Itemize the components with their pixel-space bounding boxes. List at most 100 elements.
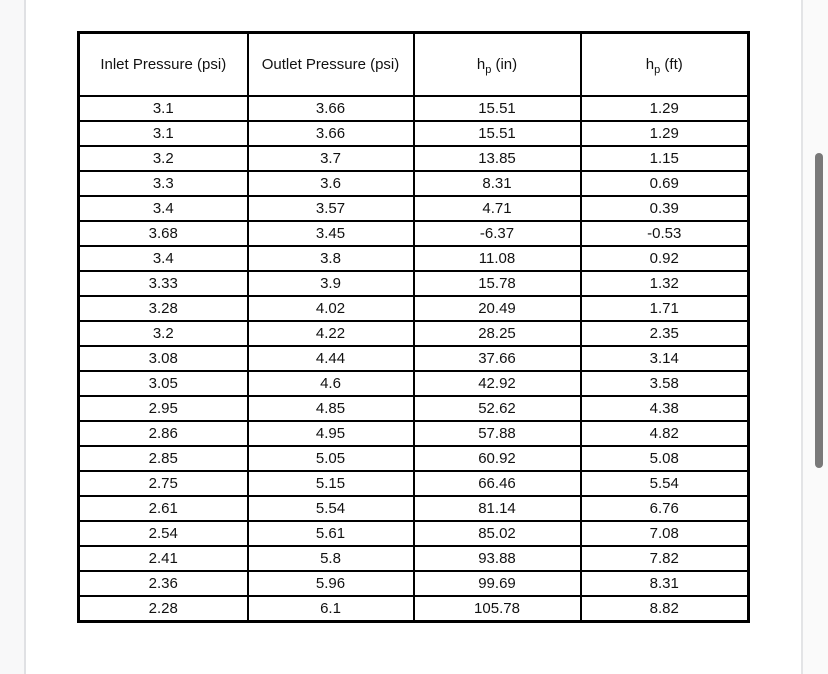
right-scrollbar-track — [801, 0, 828, 674]
table-cell: 4.95 — [246, 420, 415, 447]
table-cell: 4.85 — [246, 395, 415, 422]
table-cell: 5.15 — [246, 470, 415, 497]
table-cell: 15.51 — [412, 95, 582, 122]
table-row: 3.2 3.7 13.85 1.15 — [77, 145, 750, 172]
table-cell: 28.25 — [412, 320, 582, 347]
table-cell: 1.15 — [579, 145, 750, 172]
hp-unit: (ft) — [660, 56, 683, 73]
table-cell: 2.85 — [77, 445, 249, 472]
header-row: Inlet Pressure (psi) Outlet Pressure (ps… — [77, 31, 750, 97]
table-cell: 3.45 — [246, 220, 415, 247]
table-cell: 7.82 — [579, 545, 750, 572]
table-cell: 3.1 — [77, 120, 249, 147]
table-cell: 2.75 — [77, 470, 249, 497]
table-cell: 3.1 — [77, 95, 249, 122]
table-row: 2.86 4.95 57.88 4.82 — [77, 420, 750, 447]
table-row: 2.54 5.61 85.02 7.08 — [77, 520, 750, 547]
table-cell: 5.05 — [246, 445, 415, 472]
table-cell: 3.7 — [246, 145, 415, 172]
table-cell: 2.35 — [579, 320, 750, 347]
table-body: 3.1 3.66 15.51 1.29 3.1 3.66 15.51 1.29 3.2 3.7 13… — [77, 95, 750, 623]
table-row: 3.28 4.02 20.49 1.71 — [77, 295, 750, 322]
table-cell: 5.08 — [579, 445, 750, 472]
table-cell: 2.28 — [77, 595, 249, 623]
table-cell: 3.57 — [246, 195, 415, 222]
table-cell: 60.92 — [412, 445, 582, 472]
table-cell: 2.86 — [77, 420, 249, 447]
table-cell: 5.8 — [246, 545, 415, 572]
table-cell: 3.6 — [246, 170, 415, 197]
table-row: 2.61 5.54 81.14 6.76 — [77, 495, 750, 522]
table-cell: 2.95 — [77, 395, 249, 422]
table-cell: 52.62 — [412, 395, 582, 422]
table-cell: 37.66 — [412, 345, 582, 372]
table-row: 3.33 3.9 15.78 1.32 — [77, 270, 750, 297]
table-cell: 8.31 — [579, 570, 750, 597]
table-cell: 3.9 — [246, 270, 415, 297]
table-cell: 99.69 — [412, 570, 582, 597]
hp-unit: (in) — [491, 56, 518, 73]
table-cell: 4.44 — [246, 345, 415, 372]
table-cell: 2.36 — [77, 570, 249, 597]
table-cell: 2.61 — [77, 495, 249, 522]
table-cell: 4.6 — [246, 370, 415, 397]
table-cell: 2.41 — [77, 545, 249, 572]
table-row: 3.4 3.8 11.08 0.92 — [77, 245, 750, 272]
table-cell: 3.68 — [77, 220, 249, 247]
table-cell: 1.29 — [579, 120, 750, 147]
table-cell: 42.92 — [412, 370, 582, 397]
table-cell: 3.14 — [579, 345, 750, 372]
table-cell: 1.32 — [579, 270, 750, 297]
table-cell: 3.66 — [246, 95, 415, 122]
col-header-inlet-pressure: Inlet Pressure (psi) — [77, 31, 249, 97]
table-cell: 5.96 — [246, 570, 415, 597]
table-cell: 3.58 — [579, 370, 750, 397]
col-header-outlet-pressure: Outlet Pressure (psi) — [246, 31, 415, 97]
table-row: 3.05 4.6 42.92 3.58 — [77, 370, 750, 397]
col-header-hp-ft: hp (ft) — [579, 31, 750, 97]
table-row: 3.4 3.57 4.71 0.39 — [77, 195, 750, 222]
table-row: 2.85 5.05 60.92 5.08 — [77, 445, 750, 472]
table-cell: -6.37 — [412, 220, 582, 247]
table-cell: 8.31 — [412, 170, 582, 197]
table-cell: 3.05 — [77, 370, 249, 397]
table-cell: 1.71 — [579, 295, 750, 322]
table-cell: 2.54 — [77, 520, 249, 547]
table-cell: 5.54 — [246, 495, 415, 522]
table-row: 3.1 3.66 15.51 1.29 — [77, 120, 750, 147]
table-cell: 5.54 — [579, 470, 750, 497]
table-cell: 15.51 — [412, 120, 582, 147]
table-cell: 6.1 — [246, 595, 415, 623]
table-row: 2.28 6.1 105.78 8.82 — [77, 595, 750, 623]
table-cell: 13.85 — [412, 145, 582, 172]
col-header-hp-in: hp (in) — [412, 31, 582, 97]
table-cell: 85.02 — [412, 520, 582, 547]
vertical-scrollbar-thumb[interactable] — [815, 153, 823, 468]
table-cell: 3.2 — [77, 145, 249, 172]
pressure-data-table: Inlet Pressure (psi) Outlet Pressure (ps… — [77, 31, 750, 623]
table-cell: 4.82 — [579, 420, 750, 447]
table-cell: 3.8 — [246, 245, 415, 272]
table-row: 3.2 4.22 28.25 2.35 — [77, 320, 750, 347]
table-cell: 3.08 — [77, 345, 249, 372]
hp-subscript: p — [485, 64, 492, 76]
table-row: 3.1 3.66 15.51 1.29 — [77, 95, 750, 122]
table-cell: 81.14 — [412, 495, 582, 522]
table-cell: 3.2 — [77, 320, 249, 347]
table-cell: 15.78 — [412, 270, 582, 297]
table-cell: 0.92 — [579, 245, 750, 272]
left-gutter — [0, 0, 26, 674]
table-cell: 3.4 — [77, 195, 249, 222]
table-cell: 6.76 — [579, 495, 750, 522]
table-row: 2.36 5.96 99.69 8.31 — [77, 570, 750, 597]
table-cell: 7.08 — [579, 520, 750, 547]
table-cell: 1.29 — [579, 95, 750, 122]
table-cell: 3.66 — [246, 120, 415, 147]
table-cell: 105.78 — [412, 595, 582, 623]
hp-base: h — [476, 56, 486, 73]
table-row: 2.75 5.15 66.46 5.54 — [77, 470, 750, 497]
table-cell: 8.82 — [579, 595, 750, 623]
table-cell: 93.88 — [412, 545, 582, 572]
table-row: 3.68 3.45 -6.37 -0.53 — [77, 220, 750, 247]
table-cell: 4.38 — [579, 395, 750, 422]
